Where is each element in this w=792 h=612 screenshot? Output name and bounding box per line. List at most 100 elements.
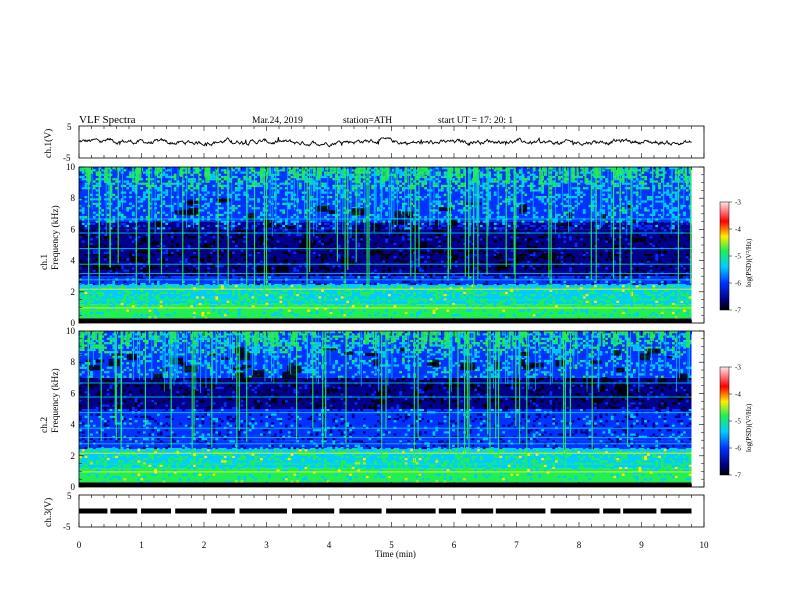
spectrogram-cell — [118, 311, 121, 315]
spectrogram-cell — [223, 287, 227, 290]
spectrogram-cell — [221, 320, 224, 324]
spectrogram-cell — [454, 300, 458, 303]
spectrogram-cell — [363, 191, 366, 194]
spectrogram-cell — [282, 207, 285, 210]
spectrogram-cell — [268, 213, 272, 217]
spectrogram-cell — [287, 233, 291, 237]
spectrogram-cell — [324, 296, 327, 299]
spectrogram-cell — [421, 274, 425, 277]
spectrogram-cell — [321, 216, 324, 219]
spectrogram-cell — [154, 269, 157, 272]
spectrogram-cell — [112, 189, 116, 192]
spectrogram-cell — [207, 274, 210, 277]
spectrogram-cell — [368, 207, 372, 210]
spectrogram-cell — [335, 224, 338, 228]
spectrogram-cell — [81, 294, 85, 297]
spectrogram-cell — [424, 289, 427, 292]
spectrogram-cell — [402, 238, 405, 241]
spectrogram-cell — [223, 260, 227, 263]
spectrogram-cell — [393, 256, 397, 259]
spectrogram-cell — [399, 265, 402, 268]
spectrogram-cell — [452, 204, 455, 208]
spectrogram-cell — [287, 220, 291, 223]
spectrogram-cell — [207, 285, 210, 288]
spectrogram-cell — [432, 274, 436, 277]
spectrogram-cell — [204, 289, 208, 292]
spectrogram-cell — [84, 309, 88, 312]
spectrogram-cell — [463, 167, 466, 170]
spectrogram-cell — [237, 167, 241, 170]
spectrogram-cell — [304, 222, 308, 225]
spectrogram-cell — [324, 227, 327, 230]
spectrogram-cell — [90, 267, 93, 270]
spectrogram-cell — [251, 318, 255, 321]
spectrogram-cell — [460, 296, 464, 299]
spectrogram-cell — [402, 187, 405, 190]
spectrogram-cell — [440, 265, 444, 268]
spectrogram-cell — [332, 311, 336, 315]
spectrogram-cell — [204, 274, 208, 277]
spectrogram-cell — [418, 269, 422, 272]
spectrogram-cell — [427, 233, 430, 237]
spectrogram-cell — [312, 249, 316, 252]
spectrogram-cell — [193, 287, 196, 290]
spectrogram-cell — [335, 204, 338, 208]
spectrogram-cell — [287, 249, 291, 252]
spectrogram-cell — [418, 216, 422, 219]
spectrogram-cell — [126, 207, 130, 210]
spectrogram-cell — [129, 236, 132, 239]
spectrogram-cell — [190, 240, 194, 243]
spectrogram-cell — [265, 320, 269, 324]
spectrogram-cell — [301, 271, 305, 274]
spectrogram-cell — [346, 280, 350, 283]
spectrogram-cell — [312, 213, 316, 217]
spectrogram-cell — [84, 287, 88, 290]
spectrogram-cell — [388, 242, 391, 246]
spectrogram-cell — [332, 220, 336, 223]
spectrogram-cell — [396, 287, 400, 290]
spectrogram-cell — [131, 180, 135, 183]
spectrogram-cell — [304, 236, 308, 239]
spectrogram-cell — [346, 305, 350, 308]
spectrogram-cell — [282, 204, 285, 208]
spectrogram-cell — [354, 309, 358, 312]
spectrogram-cell — [463, 211, 466, 214]
spectrogram-cell — [438, 265, 441, 268]
spectrogram-cell — [126, 300, 130, 303]
spectrogram-cell — [215, 307, 219, 310]
spectrogram-cell — [357, 202, 361, 205]
spectrogram-cell — [195, 280, 199, 283]
spectrogram-cell — [337, 229, 341, 232]
spectrogram-cell — [237, 302, 241, 306]
spectrogram-cell — [282, 167, 285, 170]
spectrogram-cell — [129, 220, 132, 223]
spectrogram-cell — [229, 267, 233, 270]
spectrogram-cell — [268, 171, 272, 174]
spectrogram-cell — [340, 187, 344, 190]
spectrogram-cell — [179, 314, 182, 317]
spectrogram-cell — [340, 307, 344, 310]
spectrogram-cell — [407, 222, 411, 225]
spectrogram-cell — [463, 256, 466, 259]
spectrogram-cell — [424, 196, 427, 199]
spectrogram-cell — [207, 271, 210, 274]
spectrogram-cell — [410, 187, 414, 190]
spectrogram-cell — [321, 320, 324, 324]
spectrogram-cell — [371, 173, 375, 176]
spectrogram-cell — [193, 269, 196, 272]
spectrogram-cell — [457, 260, 461, 263]
spectrogram-cell — [310, 311, 313, 315]
spectrogram-cell — [379, 258, 383, 261]
spectrogram-cell — [301, 211, 305, 214]
spectrogram-cell — [212, 265, 216, 268]
spectrogram-cell — [301, 256, 305, 259]
spectrogram-cell — [115, 180, 118, 183]
spectrogram-cell — [335, 271, 338, 274]
spectrogram-cell — [468, 289, 472, 292]
spectrogram-cell — [326, 289, 330, 292]
spectrogram-cell — [310, 253, 313, 257]
spectrogram-cell — [418, 180, 422, 183]
spectrogram-cell — [452, 271, 455, 274]
spectrogram-cell — [179, 227, 182, 230]
spectrogram-cell — [368, 171, 372, 174]
